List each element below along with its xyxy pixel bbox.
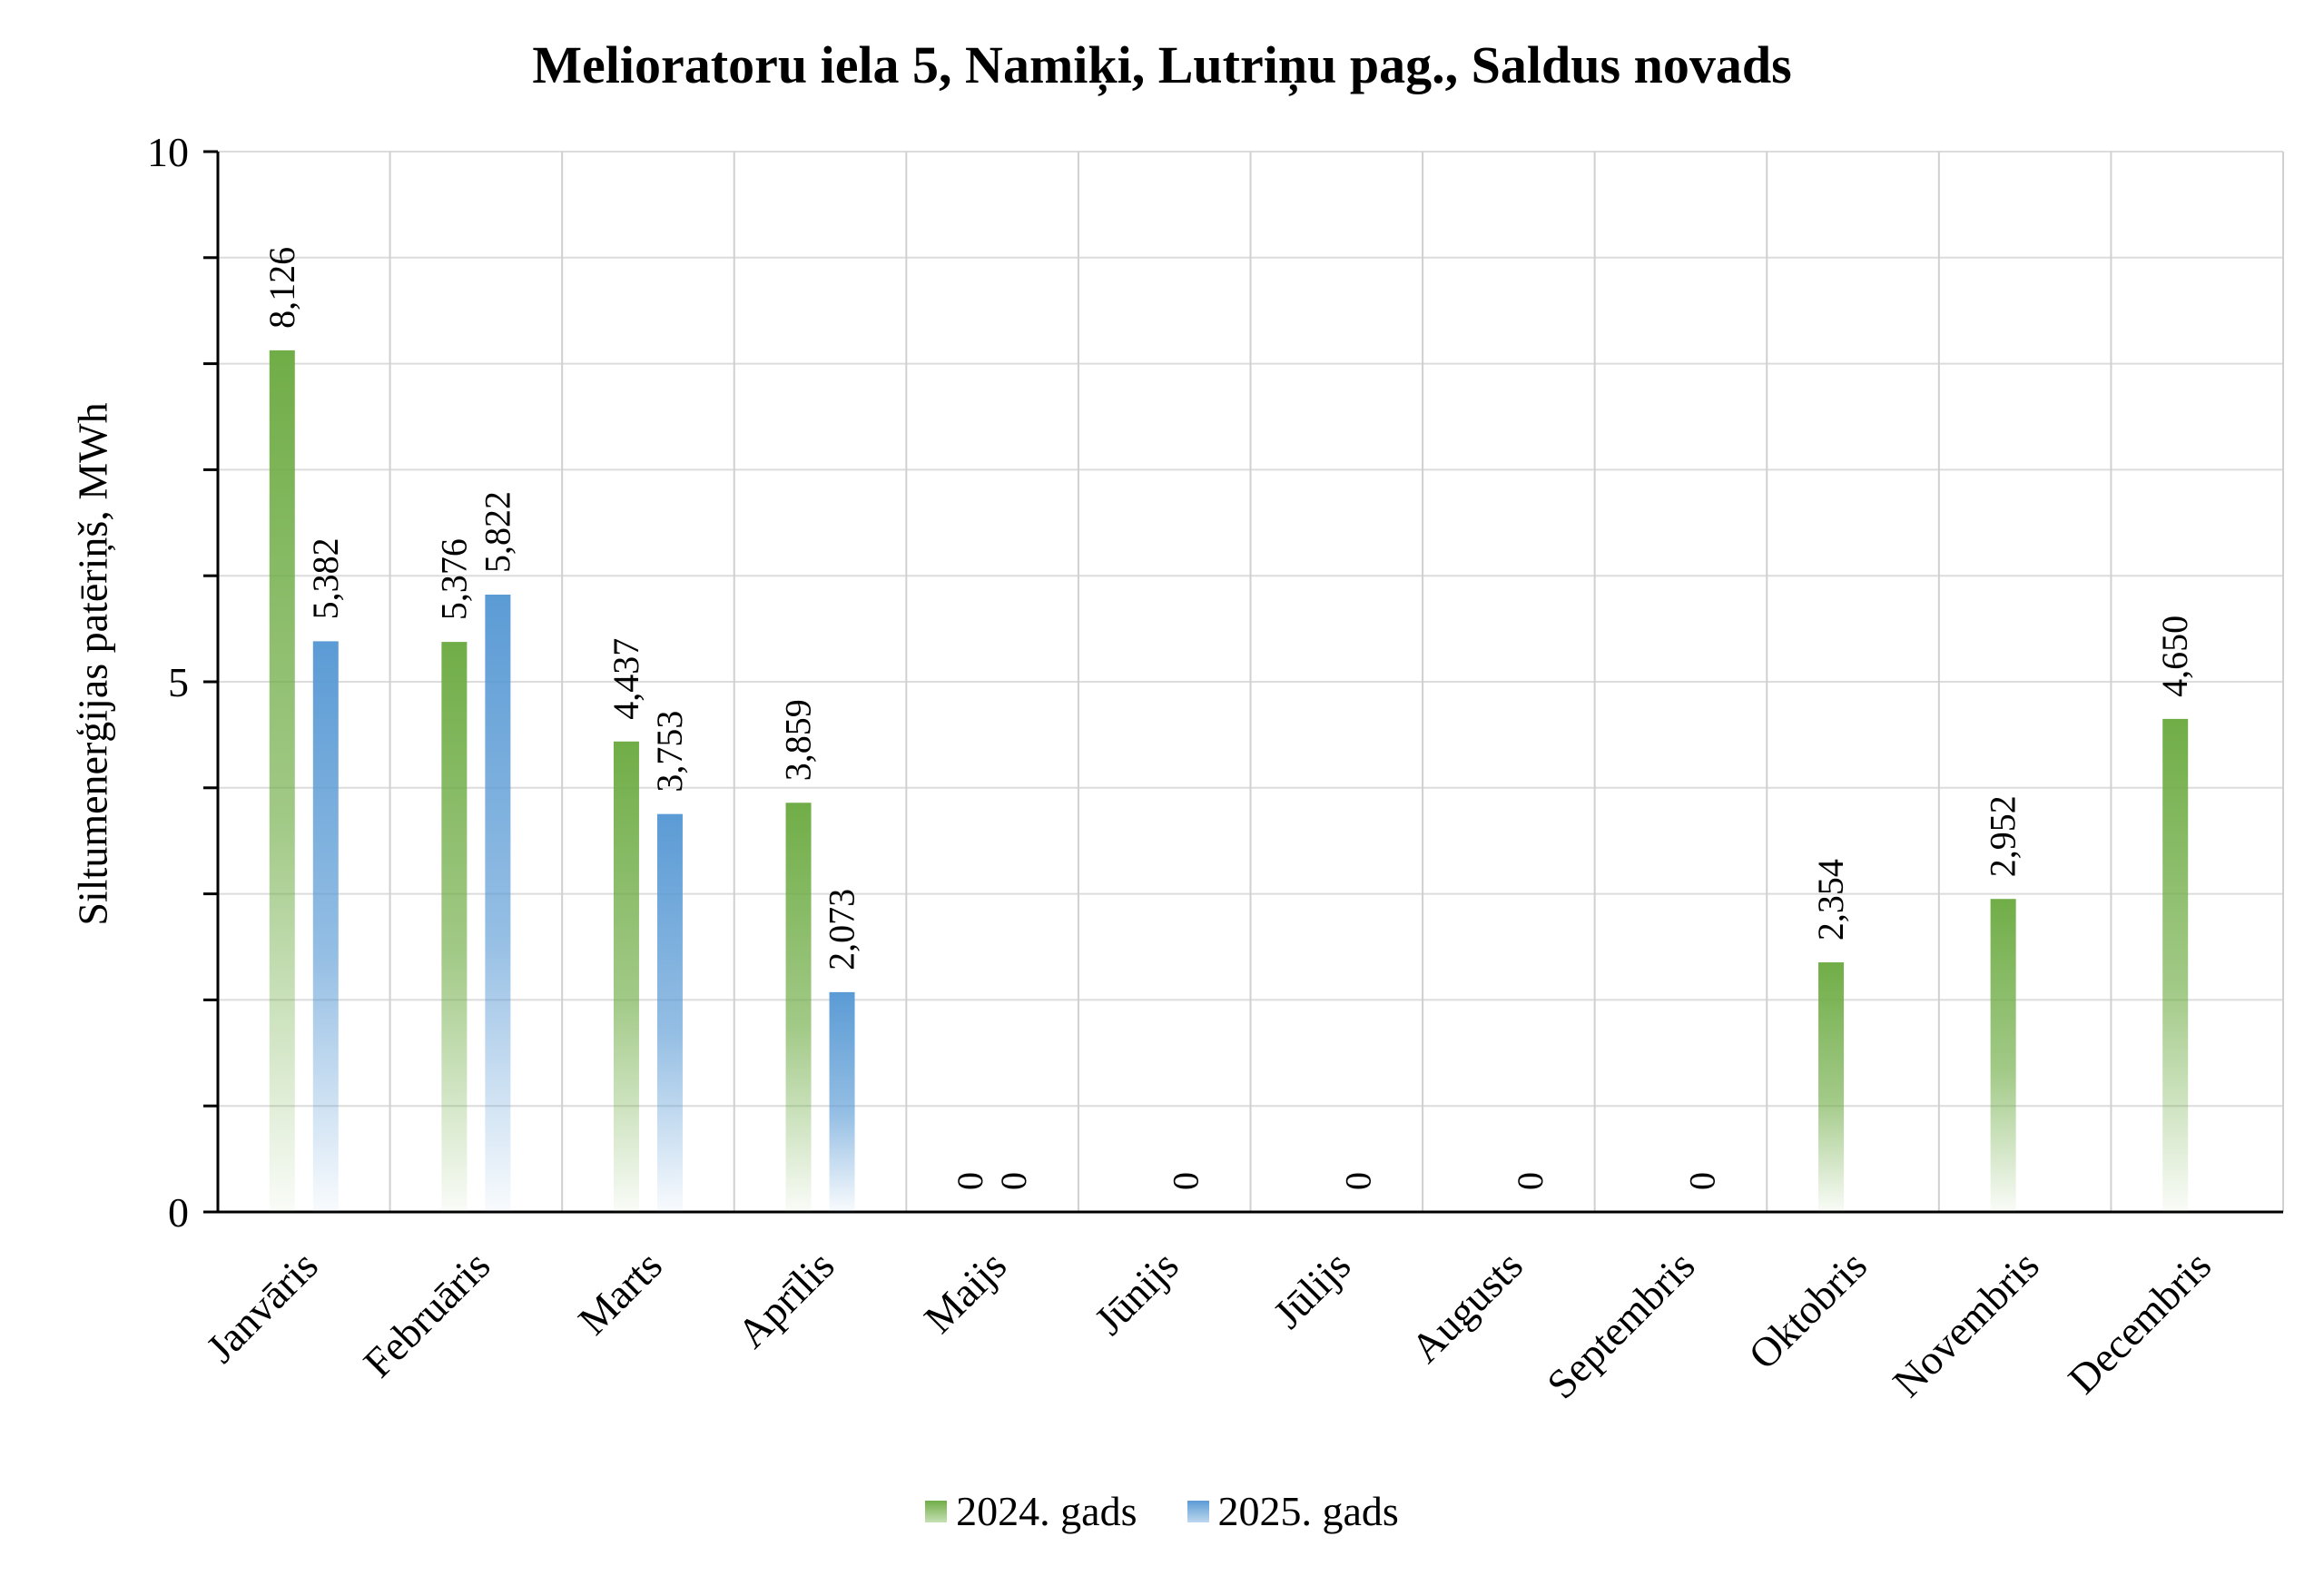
legend-item-2024: 2024. gads — [925, 1487, 1137, 1535]
data-label: 5,376 — [433, 538, 474, 620]
data-label: 5,382 — [305, 537, 346, 619]
legend-swatch-2025 — [1187, 1500, 1209, 1522]
data-label: 2,073 — [822, 889, 862, 970]
y-tick-label: 5 — [168, 659, 189, 705]
data-label: 0 — [1681, 1172, 1722, 1190]
y-tick-label: 10 — [147, 129, 189, 175]
x-tick-label: Aprīlis — [728, 1242, 842, 1356]
data-label: 2,354 — [1810, 859, 1851, 941]
x-tick-label: Jūlijs — [1265, 1242, 1360, 1337]
legend-item-2025: 2025. gads — [1187, 1487, 1399, 1535]
chart-title: Melioratoru iela 5, Namiķi, Lutriņu pag.… — [532, 35, 1792, 94]
x-tick-label: Jūnijs — [1086, 1242, 1187, 1344]
data-label: 8,126 — [261, 247, 302, 329]
data-label: 4,650 — [2154, 616, 2195, 697]
x-tick-label: Maijs — [915, 1242, 1015, 1342]
x-tick-label: Janvāris — [197, 1242, 327, 1372]
bar-2024 — [269, 350, 295, 1213]
bar-2025 — [485, 594, 511, 1212]
legend-label-2024: 2024. gads — [956, 1488, 1137, 1534]
data-label: 5,822 — [477, 491, 517, 573]
bar-2024 — [1818, 962, 1845, 1212]
x-tick-label: Decembris — [2059, 1242, 2220, 1403]
x-tick-label: Marts — [569, 1242, 671, 1344]
bar-2024 — [441, 642, 468, 1212]
data-label: 0 — [1510, 1172, 1551, 1190]
data-label: 0 — [950, 1172, 990, 1190]
x-tick-label: Augusts — [1402, 1242, 1531, 1372]
bar-2025 — [312, 641, 339, 1212]
data-label: 3,753 — [649, 711, 690, 793]
y-tick-label: 0 — [168, 1189, 189, 1236]
data-label: 0 — [1337, 1172, 1378, 1190]
bar-2025 — [656, 813, 683, 1212]
data-label: 2,952 — [1983, 795, 2024, 877]
legend-swatch-2024 — [925, 1500, 948, 1522]
bar-2024 — [2162, 718, 2189, 1212]
data-label: 0 — [993, 1172, 1034, 1190]
x-tick-label: Oktobris — [1739, 1242, 1876, 1378]
x-tick-label: Novembris — [1884, 1242, 2048, 1406]
legend-label-2025: 2025. gads — [1217, 1488, 1399, 1534]
bar-2024 — [613, 741, 639, 1212]
x-tick-label: Septembris — [1538, 1242, 1703, 1407]
bar-2024 — [1990, 899, 2016, 1212]
bar-2024 — [785, 803, 812, 1212]
legend: 2024. gads 2025. gads — [0, 1487, 2324, 1535]
data-label: 4,437 — [606, 638, 646, 720]
x-tick-label: Februāris — [355, 1242, 499, 1386]
data-label: 0 — [1166, 1172, 1206, 1190]
data-label: 3,859 — [778, 699, 819, 781]
bar-2025 — [829, 991, 855, 1212]
